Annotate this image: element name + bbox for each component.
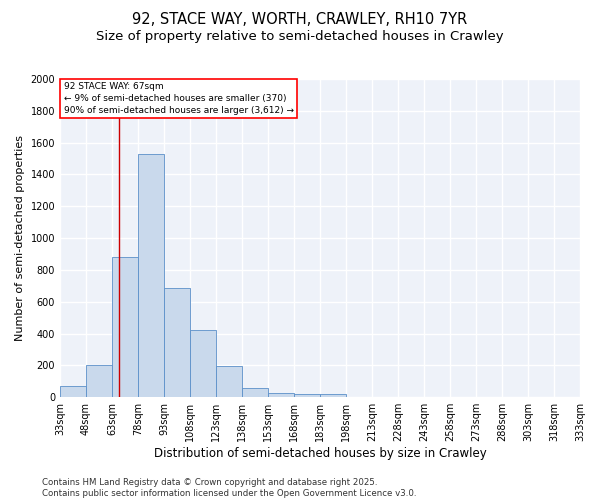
Bar: [268, 393, 294, 397]
Text: Size of property relative to semi-detached houses in Crawley: Size of property relative to semi-detach…: [96, 30, 504, 43]
Bar: [61, 386, 86, 397]
X-axis label: Distribution of semi-detached houses by size in Crawley: Distribution of semi-detached houses by …: [154, 447, 487, 460]
Text: 92, STACE WAY, WORTH, CRAWLEY, RH10 7YR: 92, STACE WAY, WORTH, CRAWLEY, RH10 7YR: [133, 12, 467, 28]
Bar: [190, 330, 216, 397]
Bar: [320, 394, 346, 397]
Text: 92 STACE WAY: 67sqm
← 9% of semi-detached houses are smaller (370)
90% of semi-d: 92 STACE WAY: 67sqm ← 9% of semi-detache…: [64, 82, 293, 115]
Text: Contains HM Land Registry data © Crown copyright and database right 2025.
Contai: Contains HM Land Registry data © Crown c…: [42, 478, 416, 498]
Bar: [112, 257, 138, 397]
Bar: [294, 394, 320, 397]
Bar: [86, 366, 112, 397]
Bar: [164, 288, 190, 397]
Bar: [138, 154, 164, 397]
Bar: [216, 366, 242, 397]
Y-axis label: Number of semi-detached properties: Number of semi-detached properties: [15, 135, 25, 341]
Bar: [242, 388, 268, 397]
